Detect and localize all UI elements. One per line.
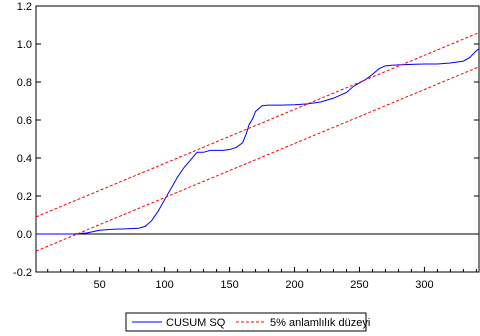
y-tick-label: 1.2: [17, 1, 32, 13]
x-tick-label: 50: [94, 279, 106, 291]
legend: CUSUM SQ 5% anlamlılık düzeyi: [125, 312, 370, 332]
plot-area: [35, 5, 480, 273]
y-tick-label: 0.6: [17, 115, 32, 127]
y-axis: -0.2 0.0 0.2 0.4 0.6 0.8 1.0 1.2: [13, 1, 479, 279]
series-layer: [35, 32, 480, 252]
legend-label-significance: 5% anlamlılık düzeyi: [270, 317, 370, 329]
y-tick-label: 0.0: [17, 229, 32, 241]
y-tick-label: 1.0: [17, 39, 32, 51]
x-tick-label: 250: [350, 279, 368, 291]
x-tick-label: 100: [155, 279, 173, 291]
x-tick-label: 300: [415, 279, 433, 291]
x-tick-label: 200: [285, 279, 303, 291]
y-tick-label: -0.2: [13, 267, 32, 279]
legend-label-cusum: CUSUM SQ: [166, 317, 226, 329]
y-tick-label: 0.4: [17, 153, 32, 165]
x-tick-label: 150: [220, 279, 238, 291]
y-tick-label: 0.2: [17, 191, 32, 203]
series-line-cusum-sq: [36, 48, 480, 235]
y-tick-label: 0.8: [17, 77, 32, 89]
x-axis: 50 100 150 200 250 300: [47, 267, 477, 291]
